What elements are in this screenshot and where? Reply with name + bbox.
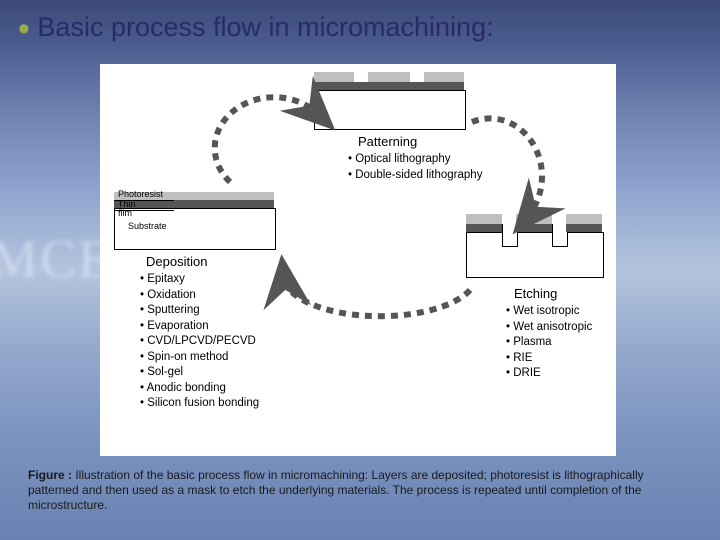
title-text: Basic process flow in micromachining:: [37, 12, 493, 42]
arrow-patterning-to-etching: [472, 118, 542, 216]
figure-panel: Photoresist Thin film Substrate Depositi…: [100, 64, 616, 456]
arrow-etching-to-depo: [284, 278, 470, 316]
caption-rest: Illustration of the basic process flow i…: [28, 468, 644, 512]
figure-caption: Figure : Illustration of the basic proce…: [28, 468, 692, 513]
arrow-depo-to-patterning: [215, 97, 318, 182]
cycle-arrows: [100, 64, 616, 456]
bullet-icon: •: [18, 10, 30, 48]
caption-bold: Figure :: [28, 468, 72, 482]
slide-title: • Basic process flow in micromachining:: [18, 12, 494, 43]
